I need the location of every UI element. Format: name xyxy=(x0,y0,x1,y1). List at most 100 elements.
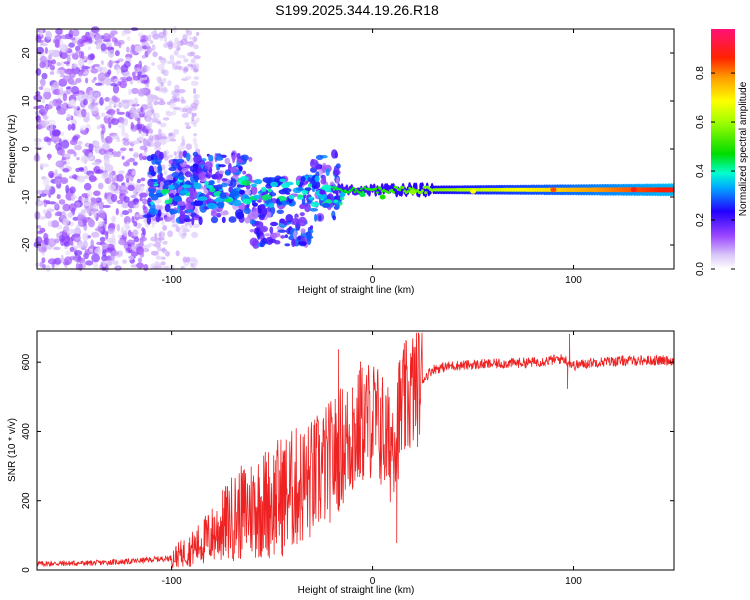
noise-blob xyxy=(107,227,115,235)
noise-blob xyxy=(111,233,116,242)
noise-blob xyxy=(71,86,80,95)
x-tick-label: 0 xyxy=(370,275,376,286)
noise-blob xyxy=(138,135,145,142)
noise-blob xyxy=(193,55,201,60)
noise-blob xyxy=(42,199,51,204)
noise-blob xyxy=(189,51,196,56)
noise-blob xyxy=(174,84,180,92)
noise-blob xyxy=(161,136,168,140)
carrier-core xyxy=(401,186,405,190)
noise-blob xyxy=(68,203,77,212)
noise-blob xyxy=(160,261,166,266)
noise-blob xyxy=(137,71,142,76)
noise-blob xyxy=(181,113,189,118)
noise-blob xyxy=(50,84,55,92)
noise-blob xyxy=(185,125,191,130)
signal-blob xyxy=(265,178,273,185)
noise-blob xyxy=(43,91,52,100)
noise-blob xyxy=(56,232,60,239)
noise-blob xyxy=(69,70,76,79)
signal-blob xyxy=(192,151,199,157)
noise-blob xyxy=(193,133,197,137)
signal-blob xyxy=(296,187,304,191)
noise-blob xyxy=(173,62,177,69)
signal-blob xyxy=(177,201,186,206)
noise-blob xyxy=(98,201,105,210)
signal-blob xyxy=(336,177,340,185)
carrier-core xyxy=(332,188,336,191)
signal-blob xyxy=(267,188,272,193)
noise-blob xyxy=(95,34,103,44)
noise-blob xyxy=(95,44,101,50)
signal-blob xyxy=(295,179,300,186)
noise-blob xyxy=(33,94,43,101)
colorbar-tick-label: 0.6 xyxy=(695,115,706,129)
noise-blob xyxy=(132,161,138,166)
signal-blob xyxy=(224,157,231,165)
noise-blob xyxy=(162,247,166,254)
noise-blob xyxy=(130,106,136,114)
noise-blob xyxy=(133,237,140,243)
signal-blob xyxy=(306,177,313,181)
noise-blob xyxy=(82,208,88,213)
noise-blob xyxy=(60,132,65,136)
noise-blob xyxy=(116,199,124,205)
noise-blob xyxy=(93,262,99,269)
noise-blob xyxy=(182,107,187,113)
signal-blob xyxy=(232,153,236,164)
y-tick-label: 20 xyxy=(21,47,32,59)
signal-blob xyxy=(274,240,281,245)
noise-blob xyxy=(60,60,64,69)
noise-blob xyxy=(151,30,157,35)
noise-blob xyxy=(128,147,134,152)
noise-blob xyxy=(38,86,44,90)
noise-blob xyxy=(142,198,148,205)
noise-blob xyxy=(123,216,131,225)
spectral-peak xyxy=(299,204,306,210)
noise-blob xyxy=(185,75,192,80)
noise-blob xyxy=(91,161,100,166)
noise-blob xyxy=(119,80,127,89)
noise-blob xyxy=(59,87,64,96)
noise-blob xyxy=(90,208,99,212)
carrier-core xyxy=(351,186,355,190)
signal-blob xyxy=(204,161,213,171)
noise-blob xyxy=(182,256,188,263)
signal-blob xyxy=(279,178,287,183)
signal-blob xyxy=(249,219,256,225)
noise-blob xyxy=(164,36,168,43)
signal-blob xyxy=(177,204,181,214)
signal-blob xyxy=(221,178,228,182)
noise-blob xyxy=(75,50,80,54)
noise-blob xyxy=(75,167,81,173)
noise-blob xyxy=(136,178,141,184)
noise-blob xyxy=(162,86,167,93)
noise-blob xyxy=(140,177,146,182)
noise-blob xyxy=(162,225,168,231)
signal-blob xyxy=(221,216,226,224)
noise-blob xyxy=(67,229,77,234)
carrier-core xyxy=(331,186,334,189)
snr-panel: -100 0 100 0 200 400 600 Height of straight l… xyxy=(7,330,675,596)
noise-blob xyxy=(48,170,55,178)
noise-blob xyxy=(111,177,116,184)
signal-blob xyxy=(257,190,263,195)
noise-blob xyxy=(100,43,107,52)
noise-blob xyxy=(62,168,70,173)
signal-blob xyxy=(206,174,211,179)
signal-blob xyxy=(191,216,195,226)
noise-blob xyxy=(91,26,100,33)
signal-blob xyxy=(280,183,290,188)
noise-blob xyxy=(61,139,70,149)
signal-blob xyxy=(198,216,203,226)
signal-blob xyxy=(161,188,170,195)
noise-blob xyxy=(72,28,80,37)
noise-blob xyxy=(165,250,170,257)
signal-blob xyxy=(310,167,317,173)
noise-blob xyxy=(152,51,158,58)
noise-blob xyxy=(126,76,132,82)
noise-blob xyxy=(162,117,170,121)
snr-spike-point xyxy=(337,349,339,351)
signal-blob xyxy=(216,212,222,218)
